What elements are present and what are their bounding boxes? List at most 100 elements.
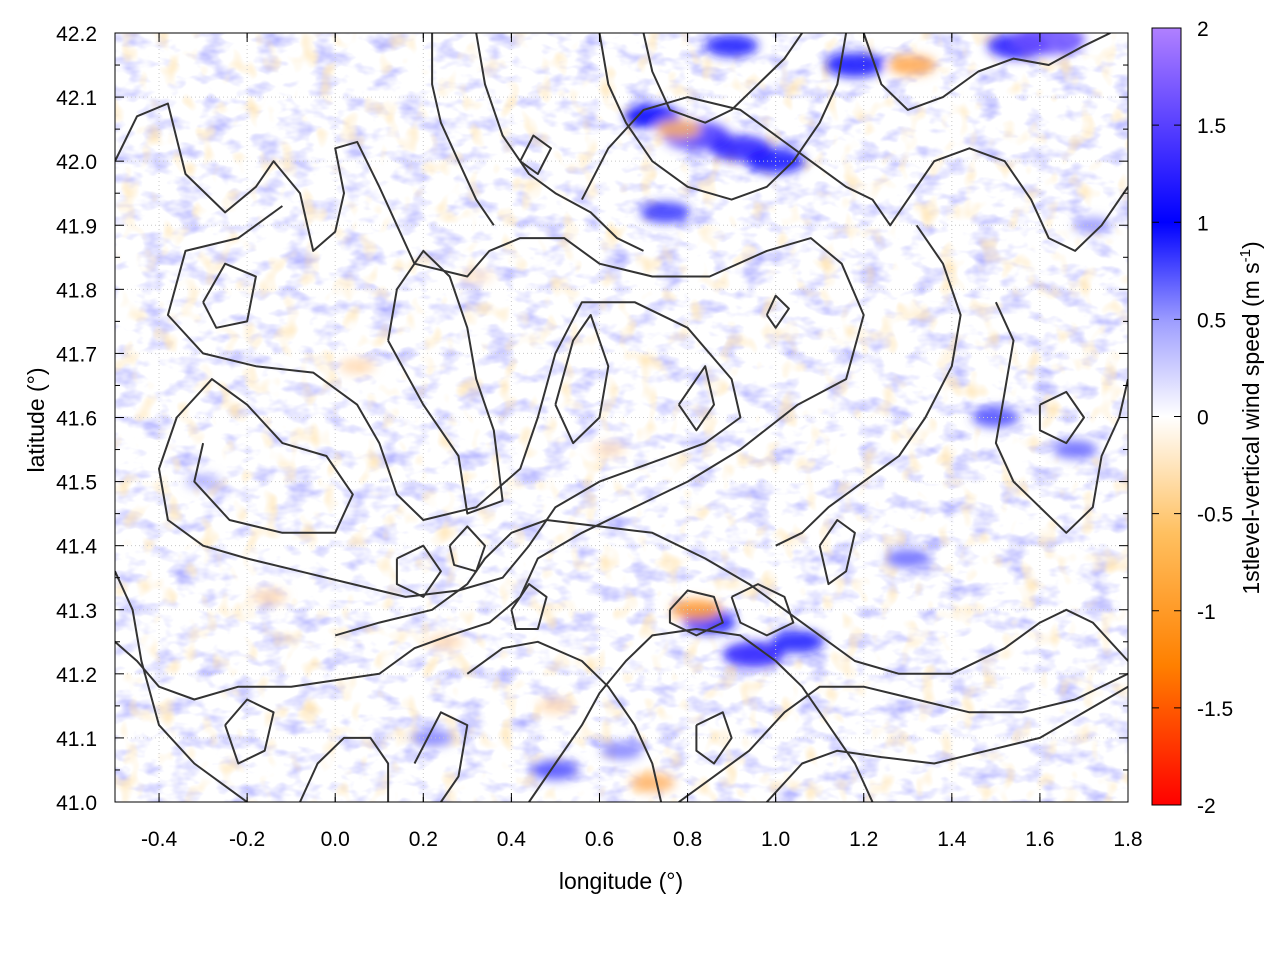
- y-tick-label-3: 41.3: [56, 600, 97, 623]
- y-tick-label-8: 41.8: [56, 279, 97, 302]
- y-tick-label-7: 41.7: [56, 343, 97, 366]
- x-tick-label-4: 0.4: [497, 828, 527, 851]
- x-axis-title: longitude (°): [559, 868, 683, 894]
- y-tick-label-6: 41.6: [56, 408, 97, 431]
- colorbar-tick-label-5: -0.5: [1197, 504, 1233, 527]
- colorbar-title-main: 1stlevel-vertical wind speed (m s: [1238, 262, 1264, 594]
- heatmap-cell-23: [629, 773, 675, 793]
- plot-area: -0.4 -0.2 0.0 0.2 0.4 0.6 0.8 1.0 1.2 1.4 1.6 1.8 4…: [56, 23, 1142, 851]
- heatmap-cell-27: [339, 358, 376, 375]
- heatmap-cell-17: [411, 728, 454, 747]
- colorbar-title-sup: -1: [1237, 249, 1254, 262]
- colorbar-tick-label-6: -1: [1197, 601, 1216, 624]
- heatmap-cell-14: [885, 548, 931, 569]
- y-tick-label-4: 41.4: [56, 536, 97, 559]
- contour-line-6: [466, 640, 663, 802]
- heatmap-cell-8: [640, 201, 691, 224]
- heatmap-cell-26: [250, 589, 288, 605]
- colorbar-title-end: ): [1238, 241, 1264, 249]
- contour-line-22: [115, 570, 248, 802]
- contour-line-19: [730, 583, 795, 637]
- contour-line-25: [299, 736, 390, 802]
- y-tick-label-12: 42.2: [56, 23, 97, 46]
- colorbar: 2 1.5 1 0.5 0 -0.5 -1 -1.5 -2 1stlevel-vertical …: [1151, 18, 1264, 818]
- heatmap-cell-19: [1073, 216, 1113, 234]
- contour-line-29: [448, 525, 486, 573]
- contour-line-23: [224, 698, 275, 765]
- heatmap-cell-22: [888, 54, 936, 76]
- contour-line-10: [581, 96, 1128, 252]
- heatmap-cell-16: [600, 741, 643, 760]
- contour-line-28: [395, 544, 442, 598]
- x-tick-label-3: 0.2: [409, 828, 438, 851]
- contour-line-13: [475, 33, 644, 252]
- x-tick-label-8: 1.2: [849, 828, 878, 851]
- x-tick-label-6: 0.8: [673, 828, 702, 851]
- grid: [115, 33, 1128, 802]
- y-axis-ticks: 41.0 41.1 41.2 41.3 41.4 41.5 41.6 41.7 41.8 41.9…: [56, 23, 1128, 815]
- contour-line-9: [766, 685, 1128, 802]
- y-tick-label-5: 41.5: [56, 472, 97, 495]
- contour-line-24: [413, 711, 469, 802]
- y-tick-label-9: 41.9: [56, 215, 97, 238]
- x-tick-label-7: 1.0: [761, 828, 790, 851]
- contour-line-4: [677, 365, 715, 432]
- contour-lines: [115, 33, 1128, 802]
- heatmap-cell-20: [671, 598, 722, 621]
- heatmap-cell-15: [531, 759, 580, 781]
- contour-line-20: [668, 589, 724, 637]
- contour-line-3: [554, 314, 610, 445]
- colorbar-tick-label-0: 2: [1197, 18, 1209, 41]
- contour-line-14: [431, 33, 495, 226]
- heatmap-cell-9: [722, 641, 785, 668]
- contour-line-7: [528, 628, 874, 802]
- colorbar-tick-label-7: -1.5: [1197, 698, 1233, 721]
- x-tick-label-2: 0.0: [321, 828, 350, 851]
- contour-line-21: [818, 519, 856, 586]
- contour-line-2: [387, 249, 504, 515]
- x-tick-label-1: -0.2: [229, 828, 265, 851]
- contour-line-11: [642, 33, 803, 124]
- y-tick-label-11: 42.1: [56, 87, 97, 110]
- y-tick-label-10: 42.0: [56, 151, 97, 174]
- y-tick-label-2: 41.2: [56, 664, 97, 687]
- x-tick-label-11: 1.8: [1113, 828, 1142, 851]
- heatmap-cell-10: [771, 630, 825, 654]
- contour-line-27: [695, 711, 733, 765]
- x-tick-label-0: -0.4: [141, 828, 178, 851]
- heatmap-cell-5: [705, 34, 759, 58]
- contour-line-1: [158, 205, 742, 598]
- contour-line-8: [678, 672, 1128, 802]
- y-tick-label-0: 41.0: [56, 792, 97, 815]
- x-tick-label-5: 0.6: [585, 828, 614, 851]
- colorbar-tick-label-1: 1.5: [1197, 115, 1226, 138]
- colorbar-tick-label-4: 0: [1197, 407, 1209, 430]
- colorbar-tick-label-8: -2: [1197, 795, 1216, 818]
- contour-line-17: [1038, 390, 1085, 445]
- y-tick-label-1: 41.1: [56, 728, 97, 751]
- x-tick-label-9: 1.4: [937, 828, 967, 851]
- heatmap-cell-29: [459, 269, 493, 284]
- colorbar-tick-label-2: 1: [1197, 212, 1209, 235]
- heatmap-hotspots: [184, 33, 1113, 793]
- contour-line-16: [994, 301, 1128, 534]
- contour-line-12: [598, 33, 848, 201]
- contour-line-30: [202, 262, 257, 329]
- x-axis-ticks: -0.4 -0.2 0.0 0.2 0.4 0.6 0.8 1.0 1.2 1.4 1.6 1.8: [141, 33, 1143, 851]
- heatmap-cell-24: [537, 698, 574, 714]
- contour-line-31: [765, 294, 790, 329]
- contour-line-0: [115, 102, 865, 701]
- heatmap-cell-7: [1012, 33, 1086, 56]
- contour-line-15: [862, 33, 1111, 111]
- contour-line-32: [519, 134, 552, 175]
- y-axis-title: latitude (°): [23, 367, 49, 472]
- contour-line-5: [334, 519, 1128, 675]
- x-tick-label-10: 1.6: [1025, 828, 1054, 851]
- colorbar-tick-label-3: 0.5: [1197, 309, 1226, 332]
- heatmap-cell-21: [656, 119, 702, 139]
- heatmap-cell-25: [427, 633, 464, 650]
- heatmap-cell-13: [1052, 439, 1098, 460]
- contour-line-26: [510, 583, 548, 630]
- contour-line-18: [775, 224, 962, 547]
